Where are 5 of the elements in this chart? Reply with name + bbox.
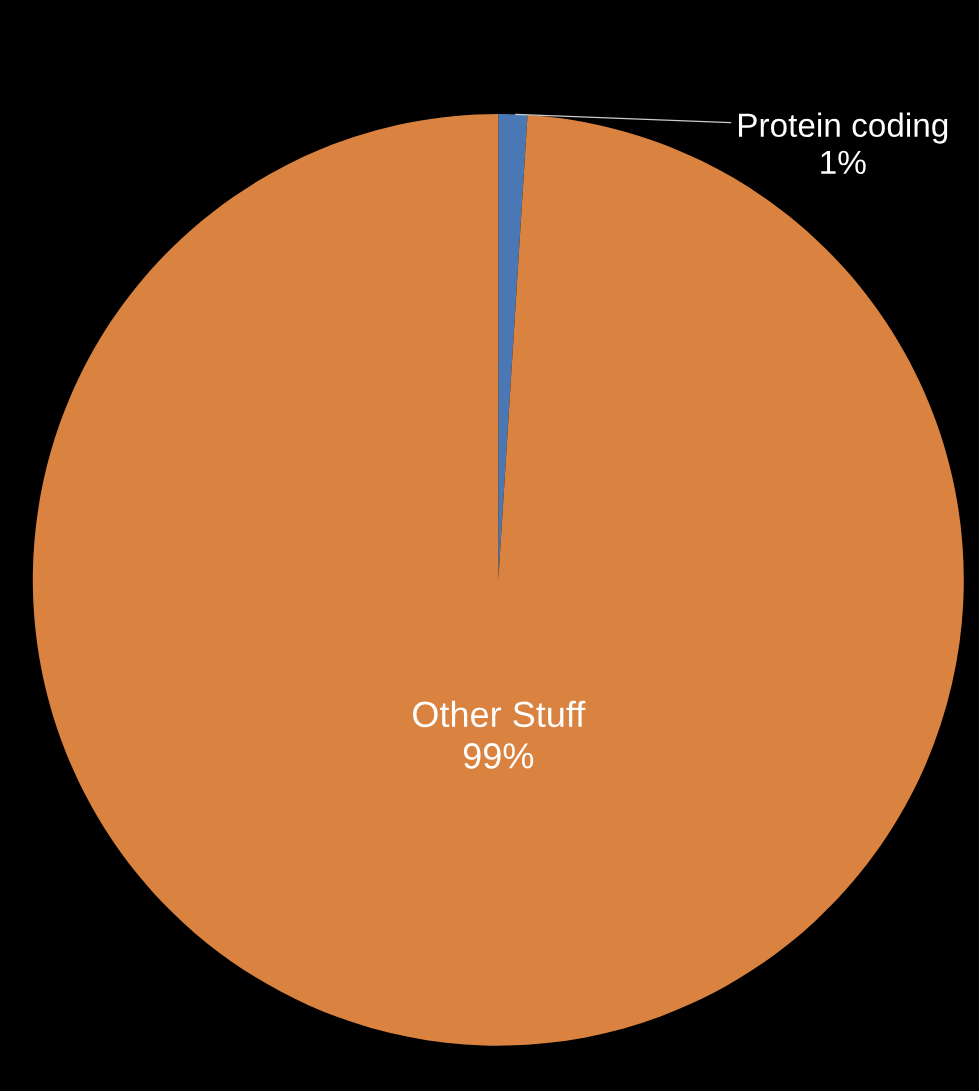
pie-slice [32, 114, 964, 1046]
data-label: 1% [821, 150, 866, 175]
slice-label: Protein coding [738, 112, 948, 144]
slice-label: Other Stuff [413, 700, 586, 728]
data-label: 99% [463, 743, 534, 769]
